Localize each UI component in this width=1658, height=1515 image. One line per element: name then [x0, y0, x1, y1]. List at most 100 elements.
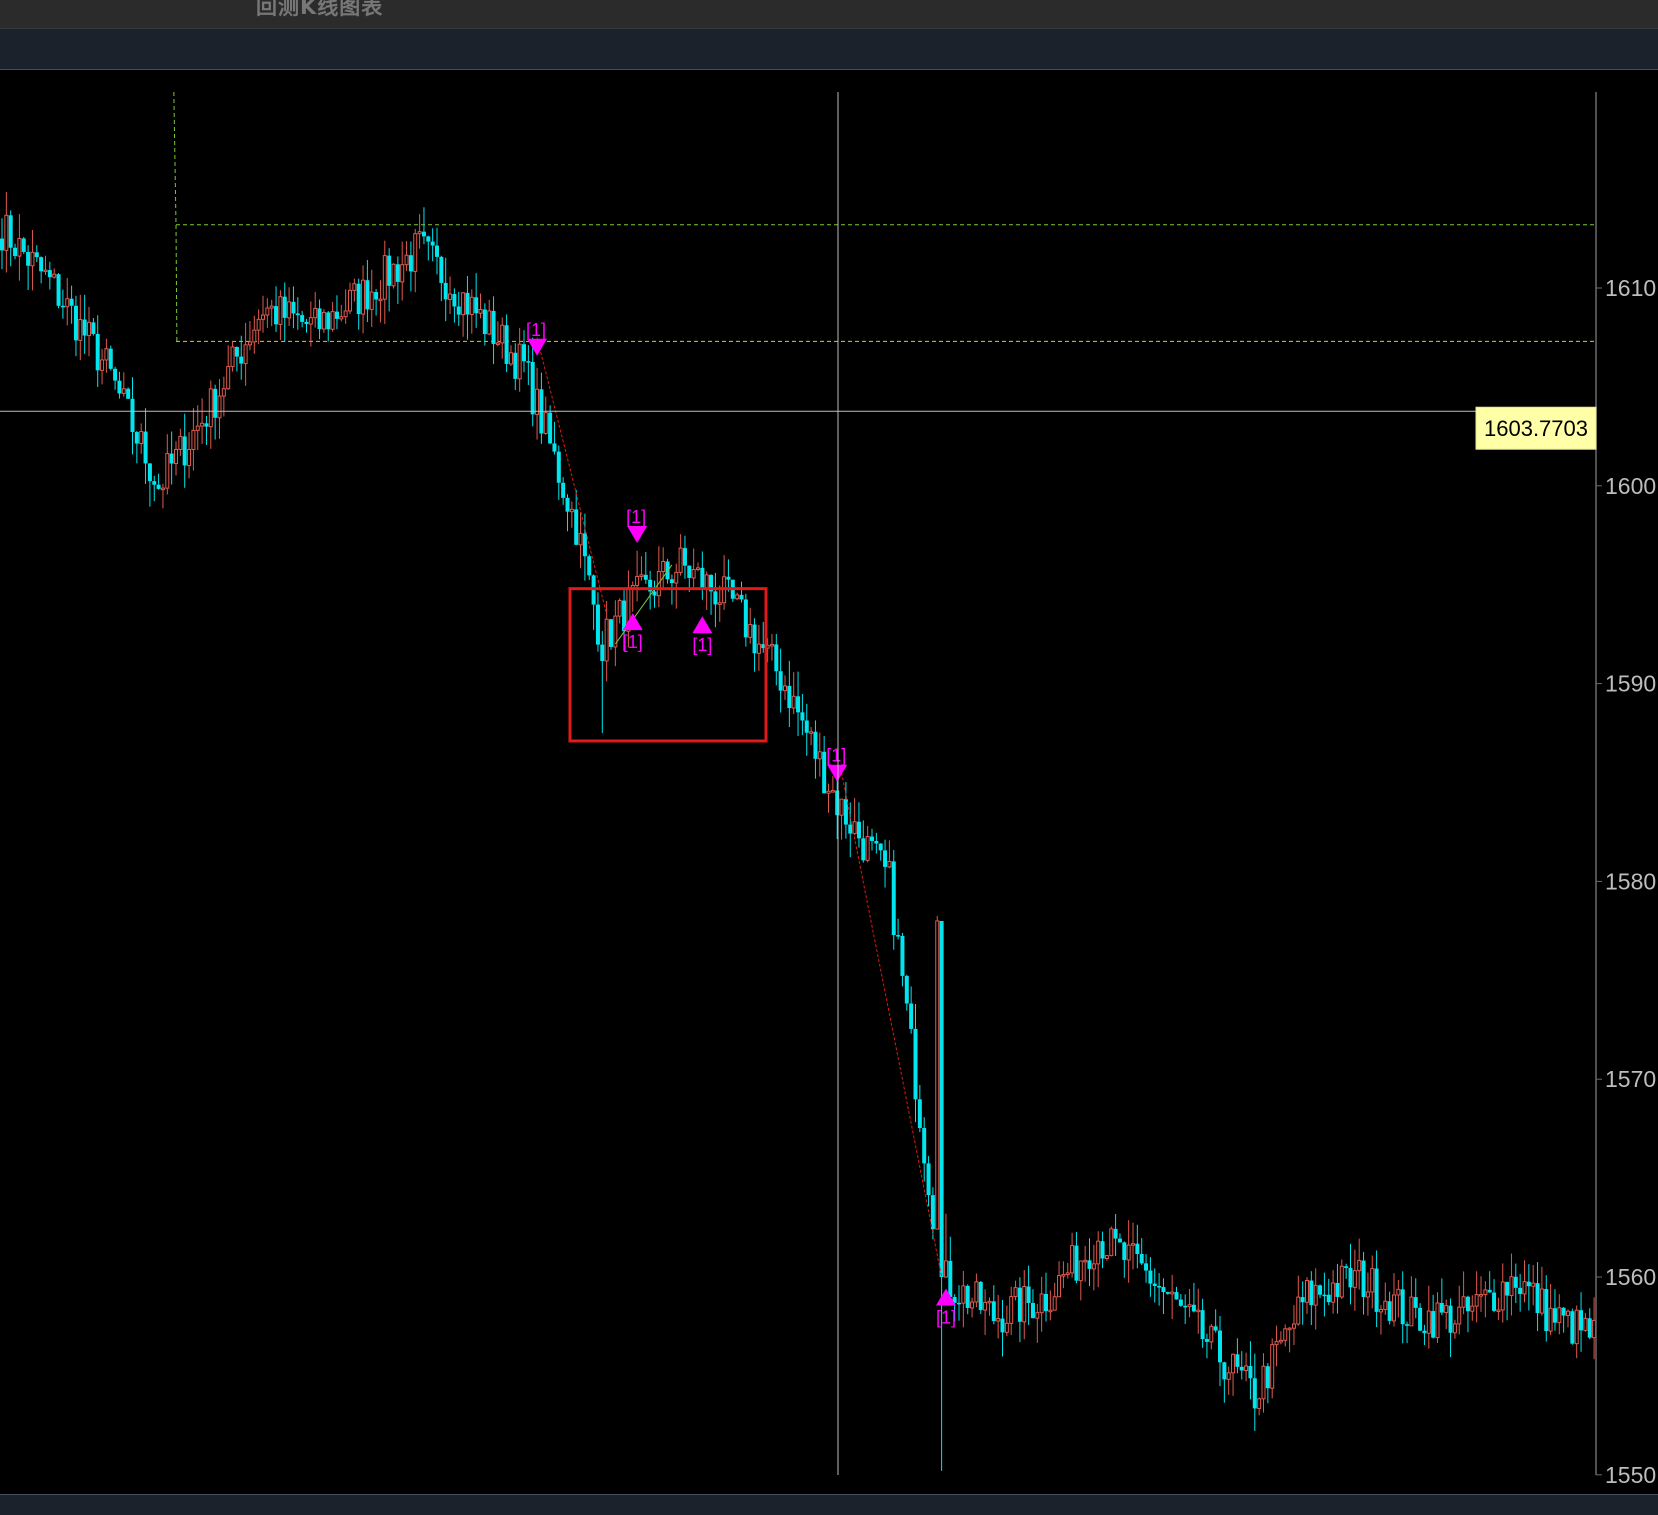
candle-body-down: [117, 380, 122, 394]
axis-tick-label: 1610: [1605, 275, 1656, 301]
axis-tick-label: 1600: [1605, 473, 1656, 499]
candle-body-down: [1252, 1378, 1257, 1409]
candle-body-down: [82, 319, 87, 336]
candle-body-down: [435, 245, 439, 257]
candle-body-up: [404, 254, 409, 266]
chart-area[interactable]: [1] [1] [1] [1] [1] [1] 1610 1600 1590 1580 1570 1…: [0, 70, 1658, 1494]
candle-body-down: [1000, 1318, 1005, 1333]
candle-body-down: [870, 836, 874, 841]
candle-body-down: [439, 256, 444, 283]
candle-body-down: [952, 1296, 957, 1303]
candle-body-up: [639, 574, 644, 577]
candle-body-up: [65, 298, 70, 308]
candle-body-down: [556, 451, 561, 483]
candle-body-up: [1196, 1309, 1201, 1313]
candle-body-up: [1539, 1288, 1544, 1314]
candle-body-down: [1235, 1354, 1240, 1367]
sell-arrow-icon: [627, 525, 648, 543]
sell-signal: [1]: [826, 746, 848, 782]
candle-body-up: [1109, 1228, 1114, 1257]
candle-body-up: [1057, 1275, 1062, 1298]
candle-body-up: [1461, 1296, 1466, 1308]
candle-body-down: [713, 591, 718, 605]
candle-body-down: [1552, 1308, 1557, 1323]
candle-body-up: [247, 341, 252, 346]
sell-signal: [1]: [526, 320, 548, 356]
candle-body-down: [56, 274, 61, 306]
candle-body-down: [365, 280, 370, 310]
candle-body-down: [1113, 1228, 1118, 1239]
buy-arrow-icon: [622, 613, 643, 631]
candle-body-up: [1061, 1274, 1066, 1277]
candle-body-up: [87, 321, 91, 337]
candle-body-down: [1400, 1289, 1405, 1325]
candle-body-up: [200, 422, 205, 427]
candle-body-up: [578, 532, 583, 546]
candle-body-down: [1422, 1330, 1427, 1334]
candle-body-up: [226, 366, 231, 390]
candle-body-down: [1026, 1286, 1031, 1303]
candle-body-down: [948, 1260, 953, 1297]
candle-body-down: [796, 696, 801, 713]
candle-body-up: [361, 279, 366, 315]
candle-body-down: [452, 294, 457, 307]
candle-body-down: [861, 838, 866, 861]
candle-body-down: [1239, 1366, 1244, 1371]
candle-body-down: [169, 453, 174, 464]
candle-body-up: [121, 388, 126, 394]
candle-body-up: [1226, 1372, 1231, 1380]
candle-body-up: [1287, 1327, 1292, 1331]
candle-body-down: [182, 436, 187, 466]
candle-body-up: [617, 600, 622, 617]
candle-body-down: [73, 305, 78, 341]
candle-body-up: [1052, 1296, 1057, 1311]
candle-body-down: [1139, 1254, 1144, 1264]
candle-body-down: [1579, 1310, 1584, 1331]
candle-body-down: [1265, 1366, 1270, 1389]
candle-body-up: [1231, 1353, 1236, 1374]
candle-body-down: [1513, 1276, 1518, 1288]
candle-body-up: [1261, 1365, 1266, 1400]
candle-body-down: [1204, 1339, 1209, 1342]
candle-body-down: [800, 712, 805, 721]
candle-body-up: [469, 296, 474, 316]
candle-body-up: [1531, 1282, 1536, 1287]
candle-body-up: [1039, 1293, 1044, 1314]
candle-body-up: [348, 289, 352, 312]
candlestick-chart[interactable]: [1][1][1] [1][1][1] 161016001590158015701…: [0, 70, 1658, 1494]
candle-body-up: [160, 487, 165, 491]
candle-body-down: [822, 751, 827, 794]
candle-body-up: [935, 920, 940, 1230]
candle-body-down: [909, 1003, 914, 1029]
candle-body-down: [595, 604, 600, 645]
candle-body-up: [983, 1301, 988, 1311]
candle-body-down: [709, 574, 714, 592]
candle-body-up: [1383, 1300, 1388, 1311]
candle-body-up: [495, 342, 500, 345]
candle-body-up: [217, 395, 222, 419]
candle-body-up: [352, 283, 357, 291]
candle-body-down: [1161, 1287, 1166, 1293]
candle-body-down: [1505, 1281, 1510, 1296]
buy-arrow-icon: [935, 1288, 956, 1306]
candle-body-down: [1309, 1280, 1314, 1306]
candle-body-up: [635, 575, 640, 586]
candle-body-down: [1387, 1301, 1392, 1321]
candle-body-up: [478, 309, 483, 314]
candle-body-up: [1004, 1322, 1009, 1333]
candle-body-down: [917, 1099, 922, 1129]
candle-body-up: [1187, 1304, 1192, 1308]
candle-body-up: [330, 311, 335, 330]
candle-body-up: [678, 547, 683, 573]
candle-body-down: [561, 482, 566, 498]
candle-body-down: [34, 252, 39, 258]
candle-body-up: [1566, 1310, 1570, 1317]
candle-body-up: [1022, 1286, 1027, 1323]
candle-body-down: [91, 322, 96, 334]
toolbar: [0, 29, 1658, 70]
candle-body-up: [52, 273, 57, 278]
candle-body-down: [21, 238, 26, 252]
candle-body-up: [661, 560, 666, 572]
up-trend-line: [614, 564, 673, 645]
window-title: 回测K线图表: [256, 0, 384, 19]
